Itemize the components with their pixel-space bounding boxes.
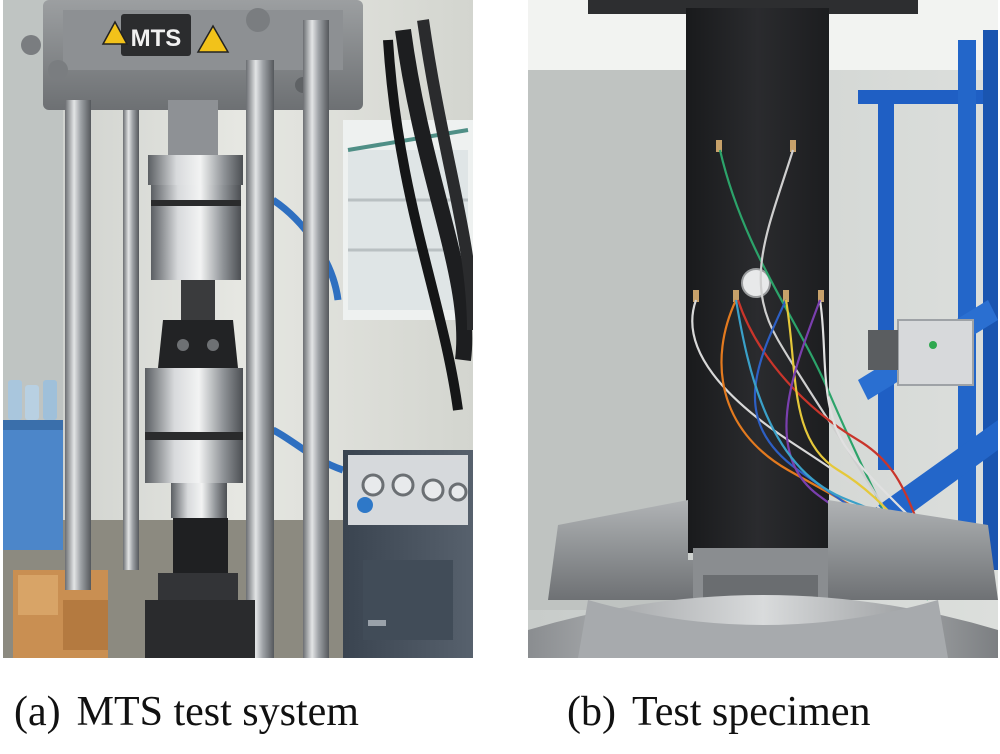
photo-mts-test-system: MTS [3, 0, 473, 658]
panel-a-caption: MTS test system [76, 689, 359, 735]
panel-b-label: (b) [567, 689, 616, 735]
caption-panel-b: (b) Test specimen [567, 684, 870, 740]
panel-b-caption: Test specimen [631, 689, 871, 735]
mts-machine-illustration: MTS [3, 0, 473, 658]
caption-panel-a: (a) MTS test system [14, 684, 359, 740]
mts-logo: MTS [131, 25, 182, 52]
specimen-illustration [528, 0, 998, 658]
strain-gauges [693, 140, 824, 302]
photo-test-specimen [528, 0, 998, 658]
panel-a-label: (a) [14, 689, 61, 735]
